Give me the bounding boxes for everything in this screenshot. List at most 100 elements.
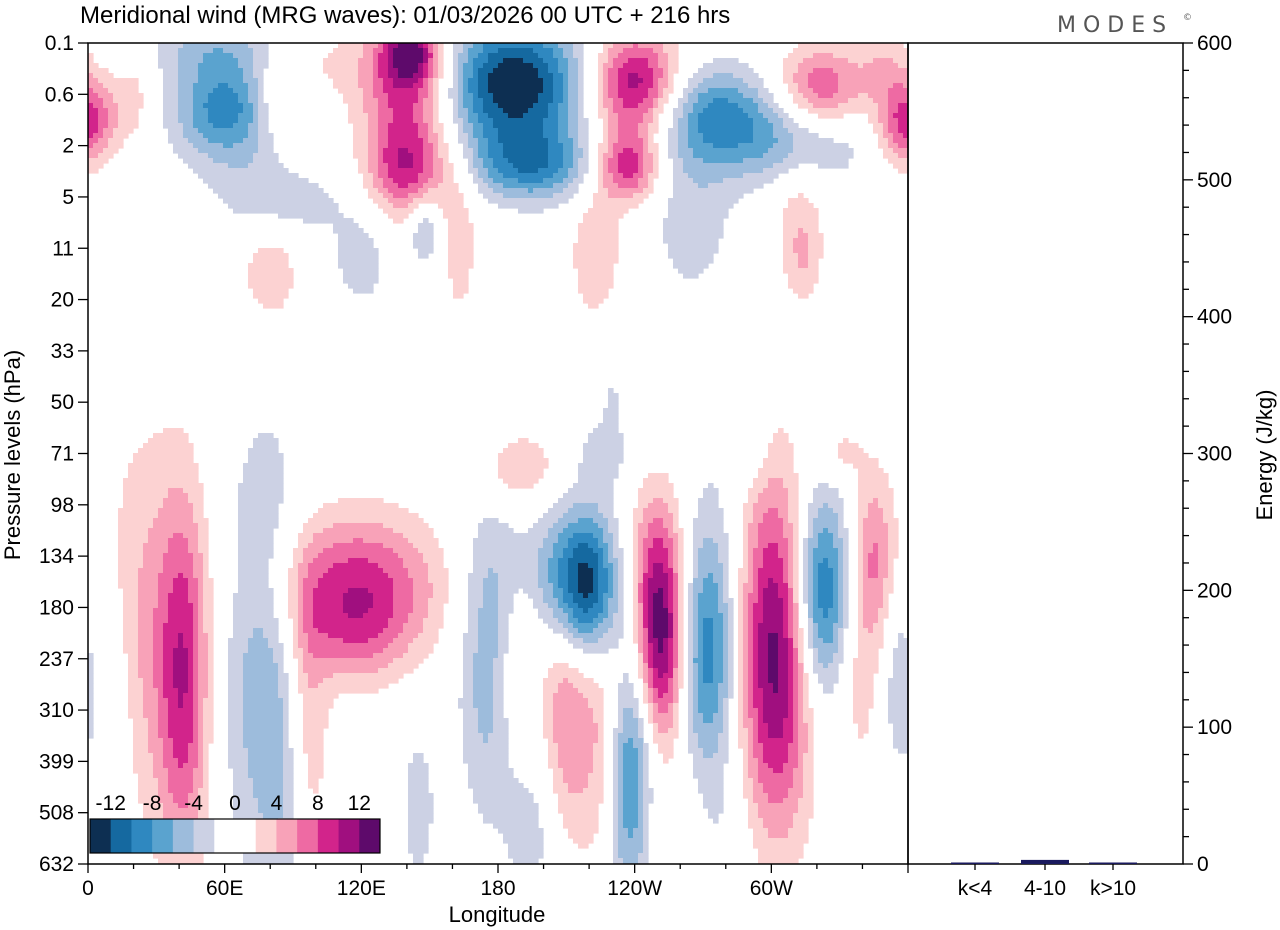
heatmap-cell xyxy=(618,733,639,739)
heatmap-cell xyxy=(808,608,814,614)
heatmap-cell xyxy=(318,578,394,584)
heatmap-cell xyxy=(808,583,814,589)
heatmap-cell xyxy=(803,778,814,784)
heatmap-cell xyxy=(258,128,269,134)
heatmap-cell xyxy=(358,163,369,169)
heatmap-cell xyxy=(588,433,624,439)
heatmap-cell xyxy=(633,638,639,644)
heatmap-cell xyxy=(668,128,679,134)
heatmap-cell xyxy=(748,678,754,684)
heatmap-cell xyxy=(423,48,429,54)
heatmap-cell xyxy=(543,593,554,599)
heatmap-cell xyxy=(838,443,859,449)
heatmap-cell xyxy=(198,533,209,539)
heatmap-cell xyxy=(618,793,624,799)
heatmap-cell xyxy=(663,68,669,74)
heatmap-cell xyxy=(363,183,374,189)
heatmap-cell xyxy=(598,568,609,574)
heatmap-cell xyxy=(648,128,659,134)
heatmap-cell xyxy=(573,153,584,159)
heatmap-cell xyxy=(643,543,654,549)
heatmap-cell xyxy=(88,703,94,709)
heatmap-cell xyxy=(488,88,544,94)
heatmap-cell xyxy=(153,648,164,654)
heatmap-cell xyxy=(793,813,814,819)
heatmap-cell xyxy=(178,98,194,104)
heatmap-cell xyxy=(648,618,654,624)
heatmap-cell xyxy=(883,128,889,134)
heatmap-cell xyxy=(248,453,284,459)
heatmap-cell xyxy=(638,73,654,79)
heatmap-cell xyxy=(408,573,429,579)
heatmap-cell xyxy=(583,693,604,699)
heatmap-cell xyxy=(643,663,649,669)
heatmap-cell xyxy=(538,553,554,559)
heatmap-cell xyxy=(758,768,774,774)
heatmap-cell xyxy=(643,538,654,544)
heatmap-cell xyxy=(243,478,284,484)
heatmap-cell xyxy=(843,608,849,614)
heatmap-cell xyxy=(853,663,879,669)
heatmap-cell xyxy=(718,688,729,694)
heatmap-cell xyxy=(608,48,624,54)
heatmap-cell xyxy=(648,558,669,564)
heatmap-cell xyxy=(563,778,589,784)
heatmap-cell xyxy=(423,58,429,64)
heatmap-cell xyxy=(178,113,194,119)
heatmap-cell xyxy=(653,683,669,689)
heatmap-cell xyxy=(543,88,554,94)
heatmap-cell xyxy=(788,603,794,609)
heatmap-cell xyxy=(788,518,799,524)
heatmap-cell xyxy=(743,758,749,764)
heatmap-cell xyxy=(688,663,694,669)
heatmap-cell xyxy=(613,788,619,794)
heatmap-cell xyxy=(638,528,649,534)
heatmap-cell xyxy=(723,583,729,589)
heatmap-cell xyxy=(618,813,624,819)
heatmap-cell xyxy=(673,113,684,119)
heatmap-cell xyxy=(463,713,479,719)
heatmap-cell xyxy=(188,678,194,684)
heatmap-cell xyxy=(758,468,794,474)
heatmap-cell xyxy=(303,718,329,724)
heatmap-cell xyxy=(228,688,244,694)
heatmap-cell xyxy=(198,678,209,684)
heatmap-cell xyxy=(88,673,94,679)
heatmap-cell xyxy=(528,108,549,114)
heatmap-cell xyxy=(88,668,94,674)
heatmap-cell xyxy=(558,618,569,624)
heatmap-cell xyxy=(368,113,379,119)
heatmap-cell xyxy=(368,558,404,564)
y-axis-label: Pressure levels (hPa) xyxy=(0,350,25,560)
heatmap-cell xyxy=(423,43,429,49)
heatmap-cell xyxy=(428,93,434,99)
heatmap-cell xyxy=(208,638,214,644)
heatmap-cell xyxy=(793,543,799,549)
heatmap-cell xyxy=(498,48,534,54)
heatmap-cell xyxy=(868,573,879,579)
heatmap-cell xyxy=(633,743,644,749)
heatmap-cell xyxy=(513,858,539,864)
heatmap-cell xyxy=(233,778,254,784)
heatmap-cell xyxy=(643,553,649,559)
heatmap-cell xyxy=(553,83,564,89)
heatmap-cell xyxy=(488,568,494,574)
heatmap-cell xyxy=(228,668,244,674)
heatmap-cell xyxy=(788,648,794,654)
heatmap-cell xyxy=(153,628,164,634)
heatmap-cell xyxy=(258,248,284,254)
heatmap-cell xyxy=(608,543,614,549)
heatmap-cell xyxy=(743,108,759,114)
heatmap-cell xyxy=(228,643,249,649)
heatmap-cell xyxy=(863,538,889,544)
heatmap-cell xyxy=(303,558,314,564)
heatmap-cell xyxy=(723,638,729,644)
heatmap-cell xyxy=(258,78,264,84)
heatmap-cell xyxy=(668,243,719,249)
heatmap-cell xyxy=(643,743,649,749)
heatmap-cell xyxy=(578,158,589,164)
heatmap-cell xyxy=(128,463,199,469)
heatmap-cell xyxy=(788,513,799,519)
heatmap-cell xyxy=(803,703,809,709)
heatmap-cell xyxy=(693,178,724,184)
